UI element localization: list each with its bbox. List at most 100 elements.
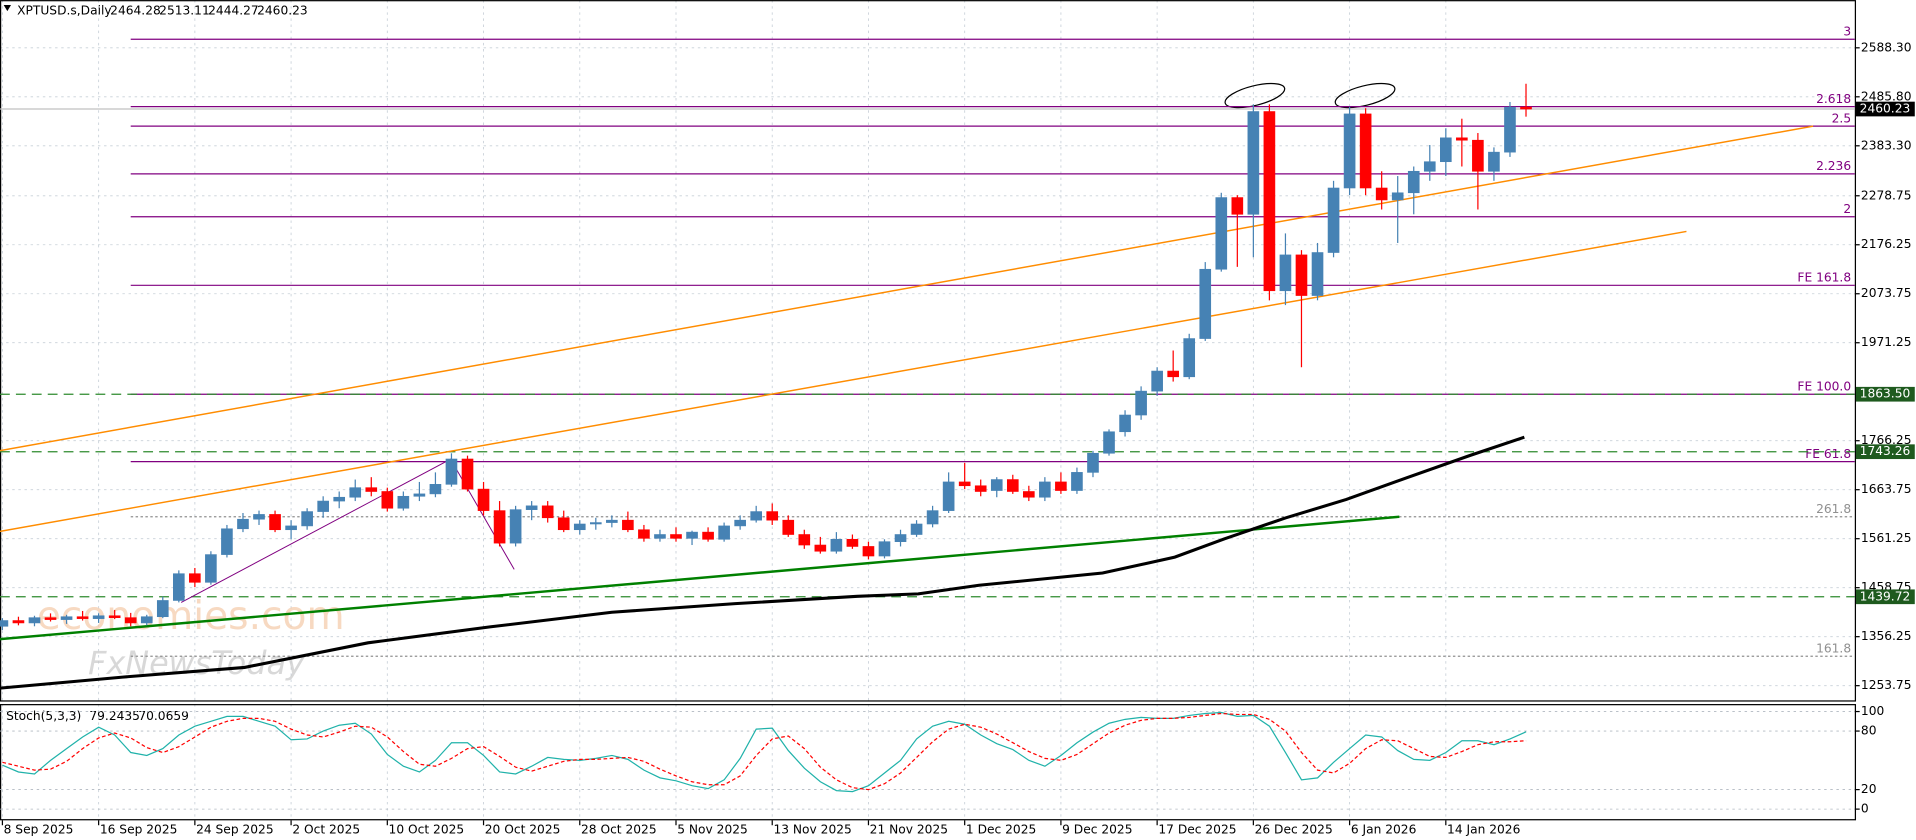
candle-body [622,519,634,531]
candle-body [253,514,265,520]
candle-body [156,600,169,618]
candle-body [1504,106,1516,153]
candle-body [958,481,971,487]
candle-body [1183,338,1196,378]
candle-body [301,511,313,527]
level-label: 261.8 [1816,502,1851,516]
candle-body [173,573,185,601]
indicator-tick-label: 0 [1861,802,1869,816]
indicator-tick-label: 100 [1861,704,1884,718]
candle-body [718,525,730,540]
annotation-ellipse [1224,82,1286,109]
candle-body [1343,113,1356,189]
candle-body [365,487,378,492]
candle-body [1375,187,1388,201]
candle-body [44,617,57,620]
indicator-title: Stoch(5,3,3) [6,709,81,723]
price-tag-label: 2460.23 [1860,102,1911,116]
trend-line [0,435,1525,690]
candle-body [1327,187,1340,253]
candle-body [670,534,682,539]
candle-body [1520,106,1532,110]
candle-body [974,485,987,492]
candle-body [942,481,955,511]
x-tick-label: 9 Dec 2025 [1062,823,1132,837]
candle-body [349,487,362,498]
y-tick-label: 1971.25 [1861,335,1912,349]
level-label: 2.5 [1832,111,1851,125]
candle-body [782,519,795,535]
candle-body [734,519,746,527]
candle-body [76,616,89,619]
y-tick-label: 2073.75 [1861,286,1912,300]
y-tick-label: 1561.25 [1861,531,1912,545]
candle-body [1295,254,1308,296]
candle-body [1215,197,1228,270]
candle-body [798,534,811,546]
candle-body [606,519,618,523]
x-tick-label: 14 Jan 2026 [1447,823,1521,837]
candle-body [381,491,394,509]
y-tick-label: 2176.25 [1861,237,1912,251]
candle-body [413,493,426,497]
candle-body [990,479,1003,491]
level-label: 161.8 [1816,641,1851,655]
candle-body [1423,161,1436,172]
price-tag [1856,589,1915,605]
candle-body [1472,139,1484,172]
level-label: 2 [1843,202,1851,216]
candle-body [397,495,410,509]
x-tick-label: 21 Nov 2025 [870,823,948,837]
candle-body [445,458,458,485]
candle-body [654,534,666,539]
candle-body [702,531,714,540]
indicator-line [2,712,1527,791]
candle-body [124,617,137,624]
price-tag-label: 1743.26 [1860,444,1911,458]
main-panel-border [0,0,1857,702]
candle-body [140,616,153,624]
x-tick-label: 26 Dec 2025 [1255,823,1333,837]
candle-body [333,496,346,502]
candle-body [1039,481,1051,498]
candle-body [766,511,779,521]
candle-body [269,514,281,531]
annotation-ellipse [1334,82,1396,109]
indicator-tick-label: 80 [1861,724,1877,738]
y-tick-label: 2383.30 [1861,138,1912,152]
y-tick-label: 2485.80 [1861,89,1912,103]
trend-line [0,230,1687,533]
indicator-panel-border [0,704,1857,821]
chart-title: XPTUSD.s,Daily [17,4,111,18]
candle-body [461,458,474,490]
x-tick-label: 28 Oct 2025 [581,823,657,837]
candle-body [1407,170,1420,194]
x-tick-label: 1 Dec 2025 [966,823,1036,837]
level-label: FE 161.8 [1797,270,1851,284]
y-tick-label: 2588.30 [1861,40,1912,54]
header-high: 2513.11 [159,4,210,18]
candle-body [60,616,73,620]
candle-body [557,517,570,531]
level-label: FE 100.0 [1797,379,1851,393]
candle-body [221,528,233,555]
candle-body [541,505,554,519]
candle-body [92,615,105,619]
candle-body [1087,452,1099,473]
candle-body [493,510,506,544]
candle-body [1199,268,1212,339]
candle-body [1311,252,1324,296]
candle-body [638,529,650,539]
candle-body [1071,472,1083,491]
candle-body [1151,370,1163,392]
y-tick-label: 2278.75 [1861,188,1912,202]
indicator-tick-label: 20 [1861,782,1877,796]
x-tick-label: 2 Oct 2025 [292,823,360,837]
candle-body [1231,197,1244,215]
x-tick-label: 20 Oct 2025 [485,823,561,837]
x-tick-label: 8 Sep 2025 [4,823,74,837]
candle-body [862,546,875,557]
